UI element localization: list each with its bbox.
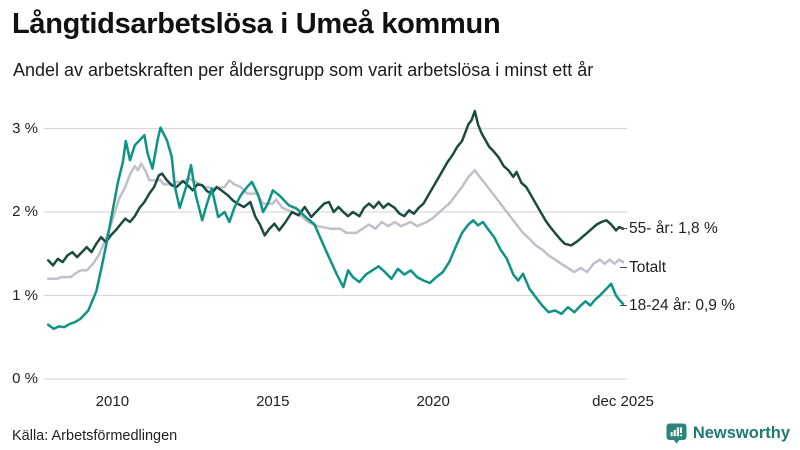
newsworthy-icon bbox=[666, 423, 687, 444]
x-tick-label: dec 2025 bbox=[592, 393, 654, 410]
y-tick-label: 1 % bbox=[12, 286, 38, 304]
chart-subtitle: Andel av arbetskraften per åldersgrupp s… bbox=[13, 60, 594, 80]
x-tick-label: 2010 bbox=[95, 393, 130, 410]
y-tick-label: 2 % bbox=[12, 203, 38, 220]
end-label-text: 18-24 år: 0,9 % bbox=[629, 297, 735, 315]
end-label-text: 55- år: 1,8 % bbox=[629, 220, 718, 238]
newsworthy-logo[interactable]: Newsworthy bbox=[666, 423, 790, 444]
end-label-55-r: 55- år: 1,8 % bbox=[620, 220, 718, 237]
end-label-18-24-r: 18-24 år: 0,9 % bbox=[620, 297, 735, 314]
end-label-totalt: Totalt bbox=[620, 259, 666, 276]
series-line-18-24-r bbox=[46, 126, 625, 331]
y-tick-label: 0 % bbox=[12, 370, 38, 387]
brand-name: Newsworthy bbox=[692, 424, 790, 442]
end-label-tick bbox=[620, 266, 627, 268]
end-label-text: Totalt bbox=[629, 258, 667, 276]
y-tick-label: 3 % bbox=[12, 119, 38, 137]
x-tick-label: 2015 bbox=[256, 393, 290, 410]
chart-title: Långtidsarbetslösa i Umeå kommun bbox=[12, 8, 501, 40]
series-line-55-r bbox=[46, 109, 625, 267]
end-label-tick bbox=[620, 228, 627, 230]
x-tick-label: 2020 bbox=[416, 393, 450, 410]
source-note: Källa: Arbetsförmedlingen bbox=[12, 428, 178, 444]
end-label-tick bbox=[620, 305, 627, 307]
series-line-totalt bbox=[46, 162, 625, 281]
